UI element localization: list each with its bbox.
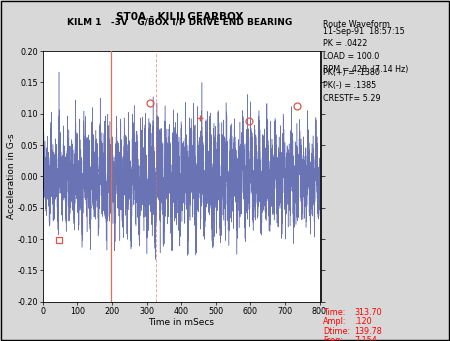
Text: 313.70: 313.70 xyxy=(355,308,382,316)
Text: Time:: Time: xyxy=(323,308,346,316)
Text: 7.154: 7.154 xyxy=(355,336,378,341)
Text: PK = .0422
LOAD = 100.0
RPM = 428. (7.14 Hz): PK = .0422 LOAD = 100.0 RPM = 428. (7.14… xyxy=(323,39,409,74)
Y-axis label: Acceleration in G-s: Acceleration in G-s xyxy=(7,134,16,219)
Text: .120: .120 xyxy=(355,317,372,326)
X-axis label: Time in mSecs: Time in mSecs xyxy=(148,318,214,327)
Text: PK(+) = .1380
PK(-) = .1385
CRESTF= 5.29: PK(+) = .1380 PK(-) = .1385 CRESTF= 5.29 xyxy=(323,68,381,103)
Text: Route Waveform: Route Waveform xyxy=(323,20,390,29)
Text: 139.78: 139.78 xyxy=(355,327,382,336)
Text: 11-Sep-91  18:57:15: 11-Sep-91 18:57:15 xyxy=(323,27,405,36)
Text: Ampl:: Ampl: xyxy=(323,317,346,326)
Text: Dtime:: Dtime: xyxy=(323,327,350,336)
Text: ST0A - KILII GEARBOX: ST0A - KILII GEARBOX xyxy=(116,12,244,22)
Text: Freq:: Freq: xyxy=(323,336,343,341)
Text: KILM 1   -3V   G/BOX I/P DRIVE END BEARING: KILM 1 -3V G/BOX I/P DRIVE END BEARING xyxy=(68,18,292,27)
